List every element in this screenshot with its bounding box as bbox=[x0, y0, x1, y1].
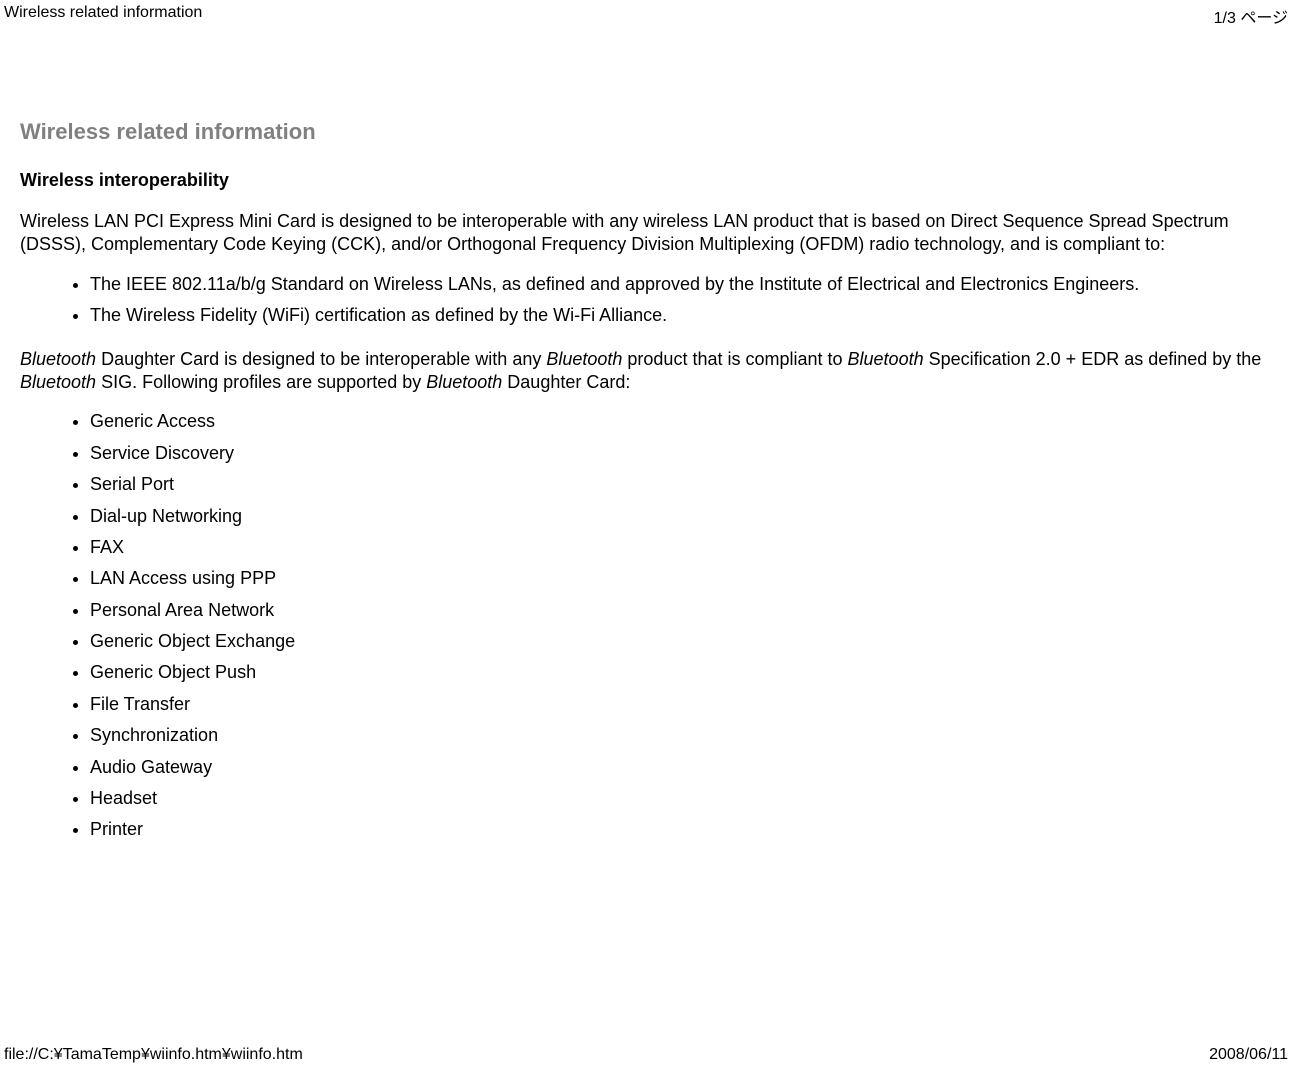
standards-list: The IEEE 802.11a/b/g Standard on Wireles… bbox=[20, 269, 1272, 332]
profiles-list: Generic Access Service Discovery Serial … bbox=[20, 406, 1272, 845]
bluetooth-em: Bluetooth bbox=[20, 349, 96, 369]
header-page-indicator: 1/3 ページ bbox=[1214, 4, 1288, 28]
list-item: The IEEE 802.11a/b/g Standard on Wireles… bbox=[90, 269, 1272, 300]
bt-text: Specification 2.0 + EDR as defined by th… bbox=[924, 349, 1262, 369]
bt-text: Daughter Card: bbox=[502, 372, 630, 392]
list-item: Generic Object Push bbox=[90, 657, 1272, 688]
list-item: The Wireless Fidelity (WiFi) certificati… bbox=[90, 300, 1272, 331]
header-title: Wireless related information bbox=[4, 4, 202, 28]
list-item: Generic Object Exchange bbox=[90, 626, 1272, 657]
section-title: Wireless related information bbox=[20, 118, 1272, 147]
list-item: Printer bbox=[90, 814, 1272, 845]
intro-paragraph: Wireless LAN PCI Express Mini Card is de… bbox=[20, 210, 1272, 257]
list-item: Dial-up Networking bbox=[90, 501, 1272, 532]
list-item: Headset bbox=[90, 783, 1272, 814]
subsection-title: Wireless interoperability bbox=[20, 169, 1272, 192]
bt-text: Daughter Card is designed to be interope… bbox=[96, 349, 546, 369]
browser-header: Wireless related information 1/3 ページ bbox=[0, 0, 1292, 28]
list-item: File Transfer bbox=[90, 689, 1272, 720]
list-item: Personal Area Network bbox=[90, 595, 1272, 626]
bluetooth-em: Bluetooth bbox=[546, 349, 622, 369]
list-item: Audio Gateway bbox=[90, 752, 1272, 783]
bluetooth-em: Bluetooth bbox=[848, 349, 924, 369]
bluetooth-paragraph: Bluetooth Daughter Card is designed to b… bbox=[20, 348, 1272, 395]
list-item: LAN Access using PPP bbox=[90, 563, 1272, 594]
list-item: Serial Port bbox=[90, 469, 1272, 500]
list-item: Synchronization bbox=[90, 720, 1272, 751]
document-content: Wireless related information Wireless in… bbox=[0, 28, 1292, 846]
list-item: Generic Access bbox=[90, 406, 1272, 437]
bluetooth-em: Bluetooth bbox=[20, 372, 96, 392]
footer-path: file://C:¥TamaTemp¥wiinfo.htm¥wiinfo.htm bbox=[4, 1046, 303, 1064]
bt-text: SIG. Following profiles are supported by bbox=[96, 372, 426, 392]
list-item: FAX bbox=[90, 532, 1272, 563]
bluetooth-em: Bluetooth bbox=[426, 372, 502, 392]
bt-text: product that is compliant to bbox=[622, 349, 847, 369]
list-item: Service Discovery bbox=[90, 438, 1272, 469]
footer-date: 2008/06/11 bbox=[1209, 1046, 1288, 1064]
browser-footer: file://C:¥TamaTemp¥wiinfo.htm¥wiinfo.htm… bbox=[4, 1046, 1288, 1064]
